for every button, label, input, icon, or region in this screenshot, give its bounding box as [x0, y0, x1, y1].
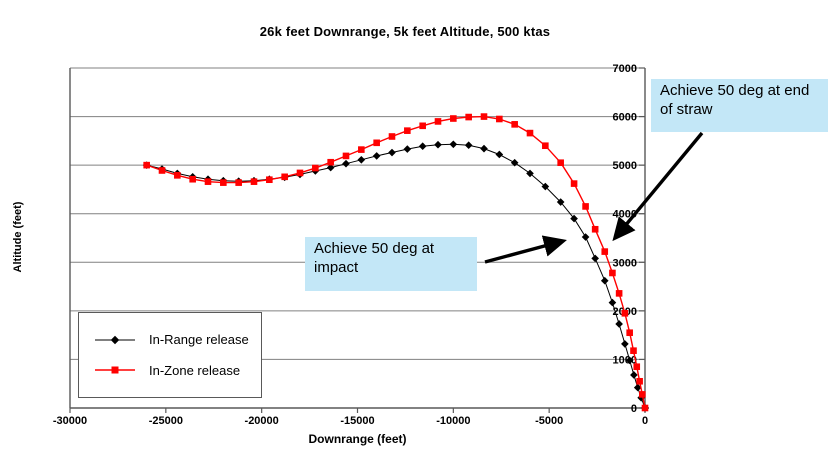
x-axis-title: Downrange (feet): [308, 432, 407, 446]
in-range-marker-icon: [95, 335, 135, 345]
x-tick-label: -10000: [436, 415, 470, 427]
legend: In-Range release In-Zone release: [78, 312, 262, 398]
series-in-zone-release: [143, 113, 649, 412]
y-tick-label: 5000: [613, 160, 637, 172]
x-tick-label: -15000: [340, 415, 374, 427]
y-tick-label: 7000: [613, 63, 637, 75]
x-tick-label: -5000: [535, 415, 563, 427]
y-tick-label: 3000: [613, 257, 637, 269]
legend-item-in-range: In-Range release: [93, 332, 261, 347]
legend-label-in-zone: In-Zone release: [149, 362, 241, 378]
y-tick-label: 0: [631, 403, 637, 415]
legend-label-in-range: In-Range release: [149, 332, 249, 348]
legend-item-in-zone: In-Zone release: [93, 363, 261, 378]
x-tick-label: -20000: [245, 415, 279, 427]
callout-straw: Achieve 50 deg at end of straw: [651, 79, 828, 132]
in-zone-marker-icon: [95, 366, 135, 374]
callout-impact: Achieve 50 deg at impact: [305, 237, 477, 291]
x-tick-label: -30000: [53, 415, 87, 427]
x-tick-label: 0: [642, 415, 648, 427]
chart-title: 26k feet Downrange, 5k feet Altitude, 50…: [259, 24, 551, 39]
y-tick-label: 4000: [613, 209, 637, 221]
x-tick-label: -25000: [149, 415, 183, 427]
y-tick-label: 6000: [613, 112, 637, 124]
